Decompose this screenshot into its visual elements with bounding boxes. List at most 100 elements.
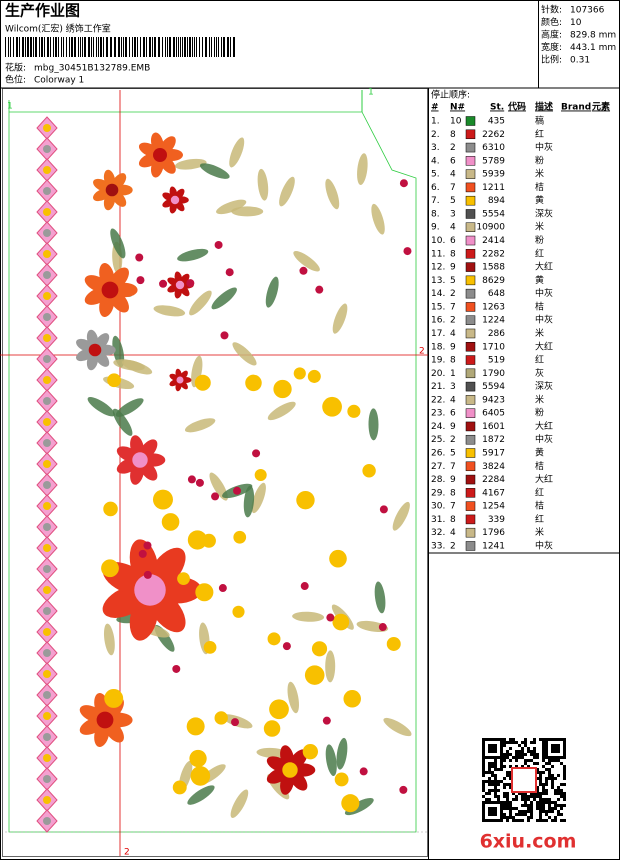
qr-cell: [524, 762, 527, 765]
bar: [66, 37, 67, 57]
qr-cell: [494, 774, 497, 777]
description: 红: [535, 247, 544, 259]
qr-cell: [533, 753, 536, 756]
red-bud: [214, 240, 223, 249]
description: 米: [535, 526, 544, 538]
leaf: [153, 305, 186, 317]
qr-cell: [512, 798, 515, 801]
red-bud: [300, 582, 309, 591]
yellow-bloom: [152, 489, 173, 510]
qr-cell: [533, 795, 536, 798]
qr-cell: [560, 813, 563, 816]
stitches: 1796: [482, 528, 505, 538]
leaf: [325, 178, 340, 210]
colorway: Colorway 1: [34, 76, 84, 86]
bar: [41, 37, 43, 57]
stitches: 5594: [482, 382, 505, 392]
bar: [53, 37, 54, 57]
qr-cell: [494, 768, 497, 771]
qr-cell: [506, 804, 509, 807]
bar: [158, 37, 160, 57]
qr-cell: [485, 798, 488, 801]
qr-cell: [554, 807, 557, 810]
row-number: 7.: [431, 196, 440, 206]
qr-cell: [542, 786, 545, 789]
row-number: 22.: [431, 395, 445, 405]
bar: [69, 37, 70, 57]
description: 粉: [535, 234, 544, 246]
bar: [8, 37, 9, 57]
red-bud: [225, 268, 234, 277]
needle: 6: [450, 236, 456, 246]
color-swatch: [465, 129, 476, 140]
bar: [39, 37, 40, 57]
qr-cell: [548, 762, 551, 765]
color-swatch: [465, 514, 476, 525]
qr-cell: [554, 759, 557, 762]
qr-cell: [515, 795, 518, 798]
color-swatch: [465, 222, 476, 232]
qr-cell: [545, 768, 548, 771]
description: 桔: [535, 181, 544, 193]
bar: [63, 37, 64, 57]
qr-cell: [524, 741, 527, 744]
yellow-bloom: [267, 632, 281, 646]
qr-cell: [509, 738, 512, 741]
border-dot: [43, 481, 51, 489]
qr-cell: [524, 753, 527, 756]
qr-cell: [509, 807, 512, 810]
yellow-bloom: [254, 468, 267, 482]
yellow-bloom: [103, 501, 118, 517]
qr-cell: [521, 798, 524, 801]
border-dot: [43, 628, 51, 636]
leaf: [257, 168, 269, 201]
qr-cell: [542, 744, 545, 747]
yellow-bloom: [341, 794, 360, 813]
red-bud: [187, 475, 196, 484]
border-dot: [43, 607, 51, 615]
qr-cell: [488, 780, 491, 783]
needle: 7: [450, 462, 456, 472]
qr-cell: [548, 801, 551, 804]
border-dot: [43, 502, 51, 510]
border-dot: [43, 565, 51, 573]
leaf: [229, 137, 245, 168]
flower-center: [96, 711, 114, 729]
red-bud: [143, 570, 152, 579]
description: 深灰: [535, 207, 553, 219]
border-dot: [43, 208, 51, 216]
red-bud: [299, 266, 308, 275]
leaf: [287, 681, 299, 714]
qr-cell: [497, 789, 500, 792]
guide-label: 2: [124, 848, 130, 858]
qr-cell: [509, 777, 512, 780]
description: 粉: [535, 407, 544, 419]
qr-cell: [518, 744, 521, 747]
qr-cell: [530, 804, 533, 807]
qr-cell: [527, 765, 530, 768]
needle: 4: [450, 528, 456, 538]
border-dot: [43, 775, 51, 783]
qr-cell: [548, 807, 551, 810]
bar: [13, 37, 14, 57]
qr-cell: [542, 801, 545, 804]
qr-cell: [494, 792, 497, 795]
description: 桔: [535, 460, 544, 472]
qr-cell: [506, 750, 509, 753]
qr-cell: [542, 789, 545, 792]
qr-cell: [503, 756, 506, 759]
border-dot: [43, 586, 51, 594]
border-dot: [43, 334, 51, 342]
qr-cell: [488, 798, 491, 801]
description: 灰: [535, 367, 544, 379]
needle: 9: [450, 475, 456, 485]
qr-cell: [524, 759, 527, 762]
bar: [123, 37, 124, 57]
needle: 4: [450, 223, 456, 233]
stitches: 2284: [482, 475, 505, 485]
red-bud: [379, 505, 388, 514]
qr-cell: [482, 771, 485, 774]
yellow-bloom: [296, 490, 315, 510]
qr-cell: [557, 786, 560, 789]
qr-cell: [503, 804, 506, 807]
